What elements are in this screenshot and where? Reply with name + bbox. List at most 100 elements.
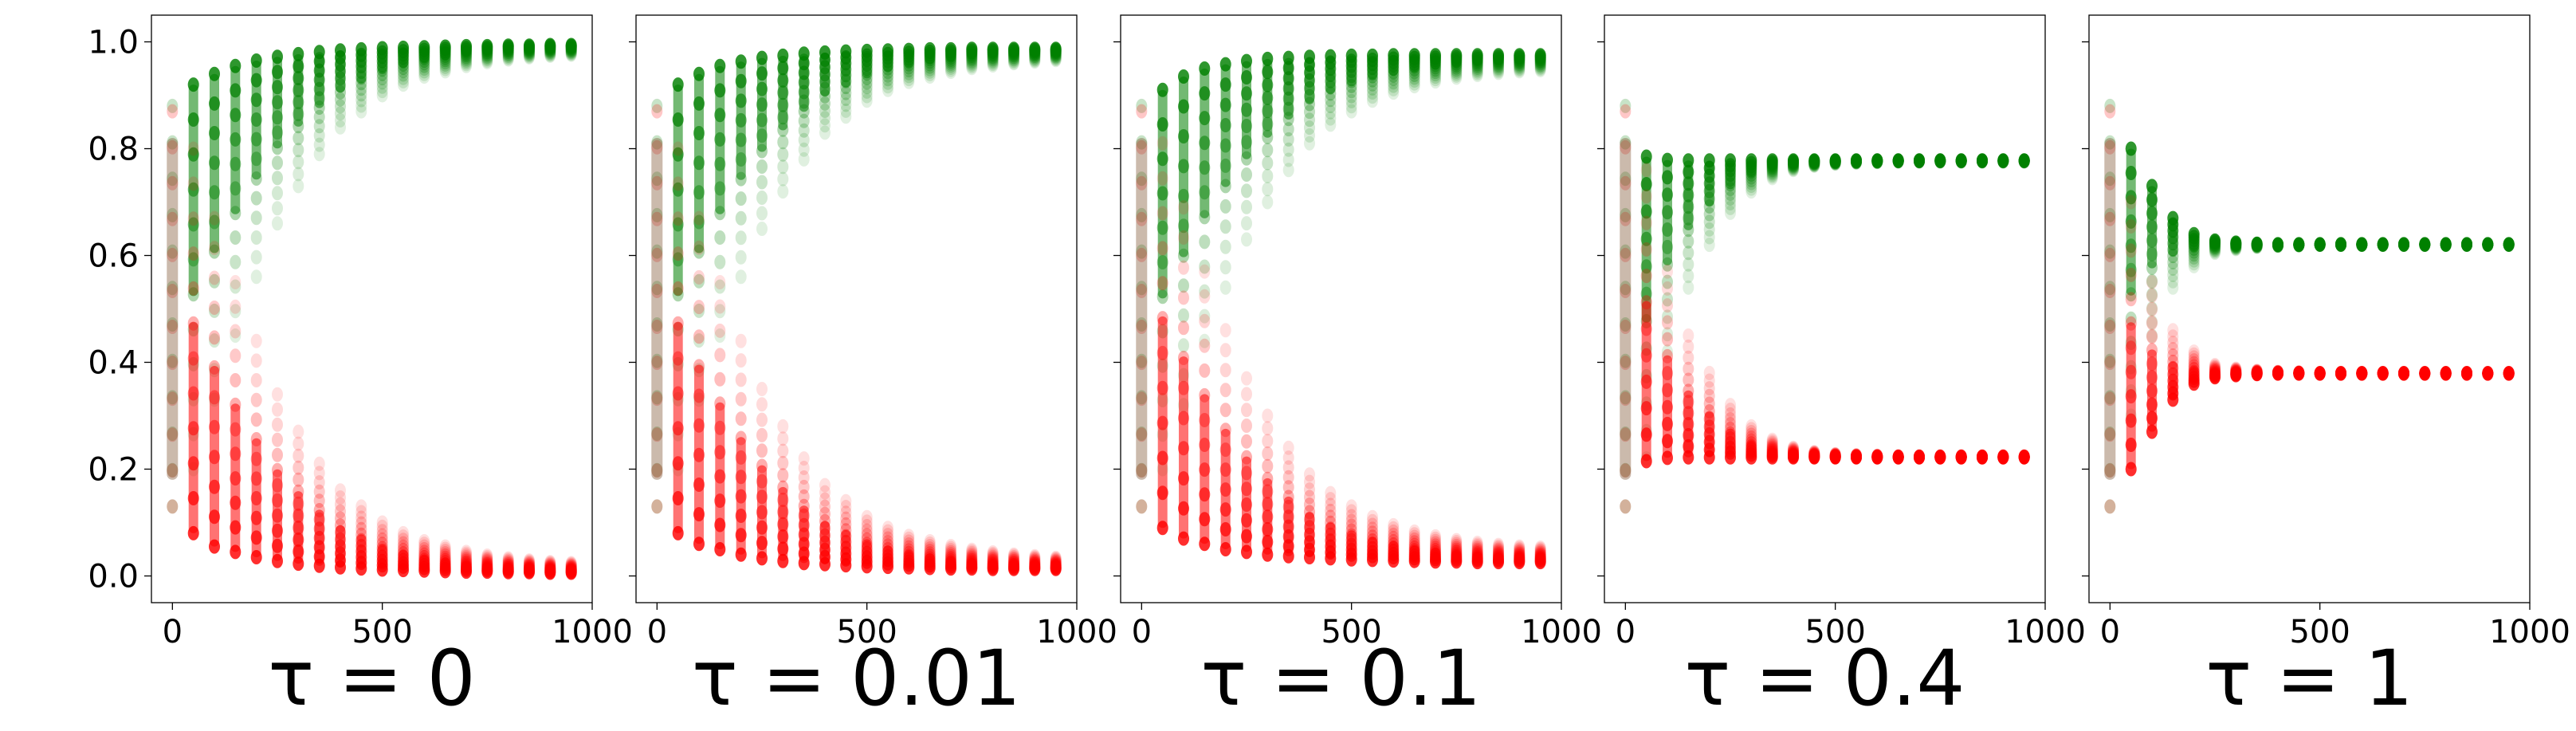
upper-point	[335, 92, 346, 107]
lower-point	[2146, 275, 2158, 289]
lower-point	[798, 470, 810, 485]
lower-point-band	[1179, 356, 1188, 539]
lower-point	[1219, 403, 1231, 418]
upper-point	[1534, 63, 1546, 77]
upper-point	[651, 171, 663, 187]
upper-point	[272, 216, 283, 231]
lower-point	[1388, 527, 1400, 542]
lower-point	[1262, 434, 1274, 449]
lower-point	[1178, 260, 1189, 275]
upper-point	[1136, 98, 1148, 113]
lower-point-band	[1914, 457, 1924, 460]
upper-point	[2104, 426, 2116, 441]
lower-point	[1662, 264, 1673, 279]
lower-point	[1766, 434, 1778, 449]
upper-point-band	[503, 45, 513, 53]
upper-point	[861, 93, 873, 108]
upper-point	[651, 135, 663, 150]
lower-point-band	[1472, 551, 1482, 563]
panel-3: 0 500 1000 τ = 0.1	[1113, 14, 1602, 723]
lower-point-band	[925, 553, 935, 568]
lower-point-band	[210, 366, 219, 547]
upper-point-band	[1872, 160, 1883, 164]
upper-point-band	[820, 52, 830, 97]
lower-point-band	[2503, 373, 2514, 377]
lower-point	[798, 461, 810, 475]
lower-point-band	[461, 560, 471, 572]
upper-point	[398, 77, 409, 92]
lower-point	[2461, 366, 2472, 381]
lower-point-band	[503, 564, 513, 572]
lower-point	[1640, 269, 1652, 284]
upper-point	[2104, 171, 2116, 187]
lower-point	[1199, 289, 1211, 304]
lower-point	[418, 536, 430, 552]
lower-point	[1620, 140, 1632, 155]
lower-point	[693, 329, 705, 344]
lower-point	[2272, 364, 2283, 379]
lower-point	[966, 548, 978, 563]
upper-point	[2104, 244, 2116, 259]
upper-point-band	[1009, 49, 1019, 57]
upper-point	[945, 62, 956, 77]
lower-point	[1408, 529, 1420, 544]
upper-point	[945, 58, 956, 73]
lower-point	[945, 543, 956, 558]
upper-point	[861, 80, 873, 95]
lower-point	[1282, 460, 1294, 475]
upper-point	[861, 88, 873, 104]
upper-point	[777, 159, 789, 175]
lower-point	[335, 504, 346, 519]
lower-point	[903, 531, 915, 546]
lower-point	[2482, 366, 2494, 381]
lower-point	[1683, 339, 1694, 354]
upper-point	[1199, 234, 1211, 250]
upper-point-band	[1998, 160, 2009, 164]
lower-point-band	[440, 557, 450, 572]
x-tick-label: 0	[1132, 614, 1152, 650]
upper-point	[1367, 85, 1378, 100]
upper-point	[355, 98, 367, 113]
upper-point-band	[2315, 244, 2325, 248]
upper-point	[651, 281, 663, 296]
upper-point	[1199, 309, 1211, 324]
overlap-point-band	[1620, 138, 1632, 480]
lower-point	[2377, 366, 2389, 380]
lower-point	[376, 515, 388, 530]
lower-point-band	[1431, 548, 1440, 562]
lower-point	[502, 552, 514, 567]
lower-point	[756, 397, 768, 412]
lower-point	[461, 548, 472, 563]
upper-point	[1136, 317, 1148, 332]
lower-point	[293, 448, 304, 463]
lower-point	[1851, 449, 1862, 464]
lower-point-band	[1050, 563, 1061, 569]
lower-point	[2104, 427, 2116, 442]
lower-point	[1766, 437, 1778, 452]
lower-point	[1199, 313, 1211, 328]
lower-point	[2104, 211, 2116, 226]
lower-point	[1934, 449, 1946, 464]
lower-point	[2503, 366, 2515, 381]
lower-point	[376, 528, 388, 543]
lower-point-band	[2126, 322, 2136, 470]
upper-point	[1262, 168, 1274, 183]
lower-point	[2356, 365, 2368, 380]
upper-point	[1662, 344, 1673, 360]
lower-point	[2314, 366, 2326, 381]
upper-point	[1241, 232, 1252, 247]
upper-point	[335, 106, 346, 121]
upper-point	[2125, 311, 2137, 326]
lower-point	[481, 552, 493, 568]
lower-point	[2503, 365, 2515, 380]
lower-point-band	[1872, 456, 1883, 460]
lower-point	[1997, 449, 2009, 464]
upper-point-band	[967, 49, 977, 60]
lower-point	[1136, 284, 1148, 298]
lower-point	[272, 432, 283, 447]
lower-point	[418, 539, 430, 554]
upper-point	[1262, 143, 1274, 158]
lower-point	[693, 240, 705, 255]
lower-point	[2482, 366, 2494, 380]
upper-point-band	[1746, 160, 1757, 178]
